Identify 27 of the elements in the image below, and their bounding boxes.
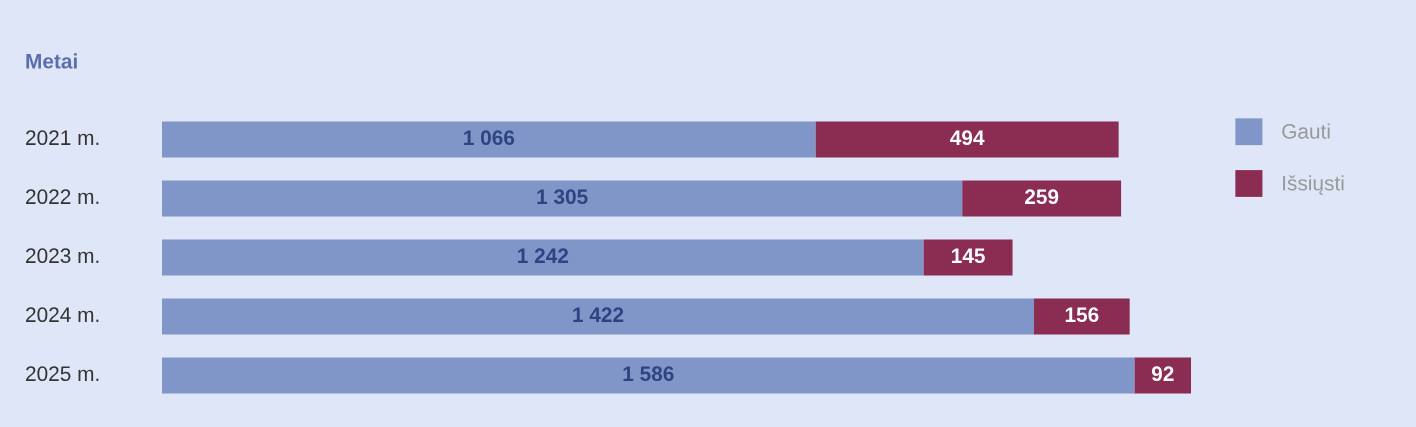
y-tick-label: 2025 m.: [26, 366, 99, 382]
data-label: 92: [1151, 366, 1174, 382]
data-label: 1 242: [518, 248, 569, 263]
legend-label: Išsiųsti: [1283, 175, 1344, 195]
data-label: 1 422: [573, 307, 624, 322]
bar: [923, 239, 1013, 276]
data-label: 494: [950, 130, 985, 146]
bar: [162, 239, 924, 276]
y-tick-label: 2021 m.: [26, 130, 99, 146]
data-label: 259: [1025, 189, 1059, 205]
data-label: 1 066: [464, 130, 515, 146]
y-tick-label: 2023 m.: [26, 248, 99, 264]
bar: [162, 180, 963, 217]
data-label: 1 586: [623, 366, 674, 382]
data-label: 145: [952, 248, 985, 264]
bar: [162, 298, 1035, 335]
bar: [815, 121, 1119, 158]
y-tick-label: 2024 m.: [26, 307, 99, 323]
bar: [162, 357, 1135, 394]
bar: [962, 180, 1122, 217]
data-label: 1 305: [537, 189, 588, 205]
legend-label: Gauti: [1282, 123, 1330, 139]
chart-title: Metai: [26, 53, 77, 69]
bar: [1034, 298, 1130, 335]
bar: [162, 121, 816, 158]
y-tick-label: 2022 m.: [26, 189, 99, 205]
data-label: 156: [1065, 307, 1099, 323]
